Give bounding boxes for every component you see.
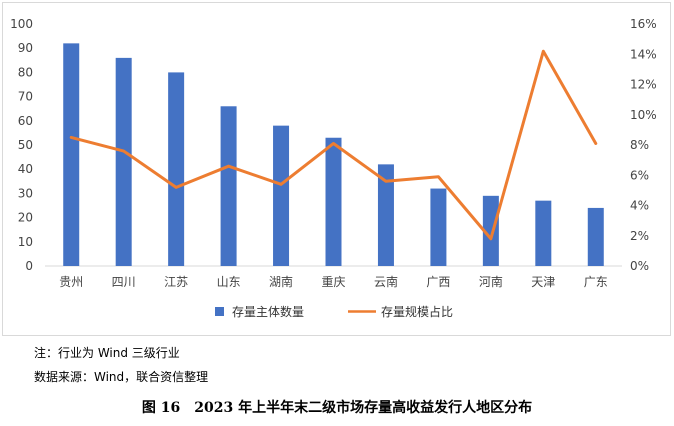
x-label-贵州: 贵州 bbox=[59, 275, 83, 289]
x-label-广西: 广西 bbox=[426, 275, 450, 289]
right-axis-ticks: 0% 2% 4% 6% 8% 10% 12% 14% 16% bbox=[630, 17, 657, 273]
bar-广西 bbox=[430, 188, 447, 266]
bar-series bbox=[63, 43, 604, 267]
right-tick-label: 16% bbox=[630, 17, 657, 31]
left-tick-label: 80 bbox=[18, 65, 33, 79]
left-tick-label: 90 bbox=[18, 41, 33, 55]
x-label-江苏: 江苏 bbox=[164, 275, 188, 289]
x-axis-labels: 贵州 四川 江苏 山东 湖南 重庆 云南 广西 河南 天津 广东 bbox=[59, 274, 608, 289]
bar-江苏 bbox=[168, 72, 185, 267]
x-label-天津: 天津 bbox=[531, 275, 555, 289]
bar-湖南 bbox=[273, 125, 290, 266]
x-label-四川: 四川 bbox=[112, 275, 136, 289]
right-tick-label: 14% bbox=[630, 47, 657, 61]
right-tick-label: 10% bbox=[630, 108, 657, 122]
footnote-industry: 注：行业为 Wind 三级行业 bbox=[34, 346, 180, 360]
bar-重庆 bbox=[325, 137, 342, 266]
right-tick-label: 6% bbox=[630, 168, 649, 182]
bar-云南 bbox=[377, 164, 394, 266]
footnote-source: 数据来源：Wind，联合资信整理 bbox=[34, 370, 209, 384]
x-label-湖南: 湖南 bbox=[269, 274, 293, 289]
left-axis-ticks: 0 10 20 30 40 50 60 70 80 90 100 bbox=[10, 17, 33, 273]
left-tick-label: 60 bbox=[18, 114, 33, 128]
legend-label-bar: 存量主体数量 bbox=[232, 304, 304, 319]
right-tick-label: 8% bbox=[630, 138, 649, 152]
x-label-云南: 云南 bbox=[374, 274, 398, 289]
legend-label-line: 存量规模占比 bbox=[381, 304, 453, 319]
bar-河南 bbox=[482, 195, 499, 266]
bar-四川 bbox=[115, 57, 132, 266]
bar-天津 bbox=[535, 200, 552, 266]
right-tick-label: 2% bbox=[630, 229, 649, 243]
bar-贵州 bbox=[63, 43, 80, 266]
left-tick-label: 40 bbox=[18, 162, 33, 176]
combo-chart: 0 10 20 30 40 50 60 70 80 90 100 0% 2% 4% 6% 8% 10% 12% 1… bbox=[10, 17, 657, 319]
x-label-山东: 山东 bbox=[217, 275, 241, 289]
right-tick-label: 0% bbox=[630, 259, 649, 273]
line-series bbox=[69, 49, 598, 241]
right-tick-label: 4% bbox=[630, 199, 649, 213]
left-tick-label: 20 bbox=[18, 211, 33, 225]
left-tick-label: 100 bbox=[10, 17, 33, 31]
left-tick-label: 50 bbox=[18, 138, 33, 152]
figure-caption: 图 16 2023 年上半年末二级市场存量高收益发行人地区分布 bbox=[141, 400, 533, 416]
bar-山东 bbox=[220, 106, 237, 266]
left-tick-label: 30 bbox=[18, 186, 33, 200]
left-tick-label: 0 bbox=[25, 259, 33, 273]
x-label-重庆: 重庆 bbox=[321, 275, 345, 289]
x-label-广东: 广东 bbox=[584, 275, 608, 289]
legend-swatch-bar bbox=[215, 307, 224, 316]
left-tick-label: 70 bbox=[18, 90, 33, 104]
legend: 存量主体数量 存量规模占比 bbox=[215, 304, 453, 319]
right-tick-label: 12% bbox=[630, 78, 657, 92]
x-label-河南: 河南 bbox=[479, 274, 503, 289]
bar-广东 bbox=[587, 207, 604, 266]
left-tick-label: 10 bbox=[18, 235, 33, 249]
